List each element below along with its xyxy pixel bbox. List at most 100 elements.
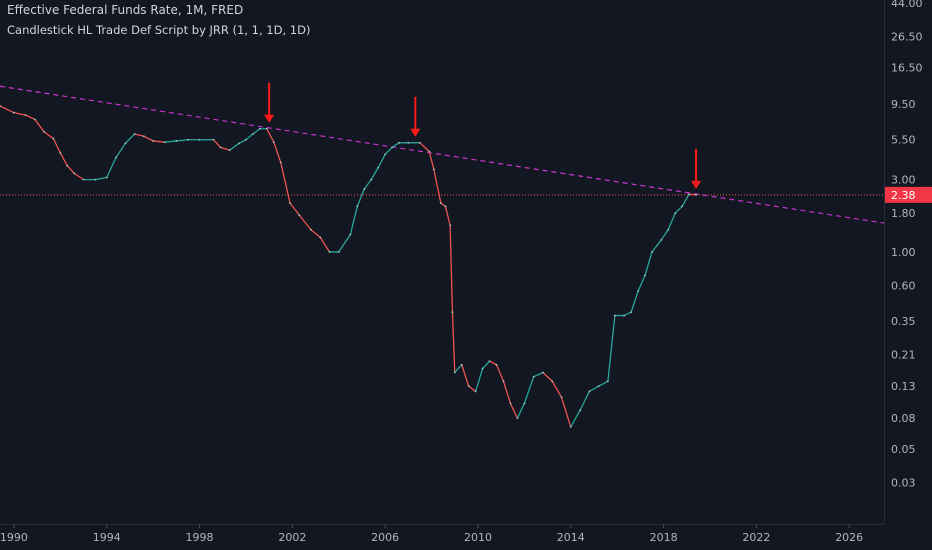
series-segment xyxy=(468,385,477,393)
data-point xyxy=(82,178,85,181)
series-segment xyxy=(461,364,470,387)
series-segment xyxy=(660,229,669,241)
series-segment xyxy=(24,114,36,120)
series-segment xyxy=(419,142,430,153)
price-tick-label: 3.00 xyxy=(891,174,916,187)
series-segment xyxy=(560,396,572,428)
data-point xyxy=(667,228,670,231)
data-point xyxy=(428,150,431,153)
price-tick-label: 0.03 xyxy=(891,477,916,490)
data-point xyxy=(523,402,526,405)
series-segment xyxy=(66,165,75,175)
series-segment xyxy=(488,360,498,366)
data-point xyxy=(328,251,331,253)
series-segment xyxy=(370,166,379,181)
time-tick-label: 2006 xyxy=(371,531,399,544)
series-segment xyxy=(623,311,632,317)
series-segment xyxy=(509,402,519,419)
data-point xyxy=(187,138,189,141)
data-point xyxy=(228,149,231,151)
price-tick-label: 0.60 xyxy=(891,280,916,293)
data-point xyxy=(105,176,108,179)
series-segment xyxy=(454,364,463,374)
price-tick-label: 5.50 xyxy=(891,134,916,147)
series-segment xyxy=(289,202,300,216)
series-segment xyxy=(152,140,166,143)
price-tick-label: 9.50 xyxy=(891,98,916,111)
data-point xyxy=(310,228,312,231)
series-segment xyxy=(338,234,352,253)
series-segment xyxy=(579,390,590,412)
annotation-arrow[interactable] xyxy=(264,82,275,123)
series-segment xyxy=(0,105,15,114)
indicator-legend[interactable]: Candlestick HL Trade Def Script by JRR (… xyxy=(7,23,311,37)
series-segment xyxy=(384,146,393,156)
series-segment xyxy=(551,380,563,398)
price-axis[interactable]: 44.00 26.50 16.50 9.50 5.50 3.00 1.80 1.00 0.60 0… xyxy=(885,0,932,490)
data-point xyxy=(695,193,697,196)
data-point xyxy=(272,141,275,144)
price-tick-label: 1.80 xyxy=(891,207,916,220)
series-segment xyxy=(124,133,136,145)
time-tick-label: 2002 xyxy=(278,531,306,544)
data-point xyxy=(13,111,15,114)
data-point xyxy=(198,138,201,141)
trend-line[interactable] xyxy=(0,85,885,224)
series-segment xyxy=(229,142,240,151)
series-segment xyxy=(607,314,616,382)
data-point xyxy=(59,152,62,154)
series-segment xyxy=(115,142,126,159)
data-point xyxy=(419,141,421,144)
series-segment xyxy=(266,128,275,143)
series-segment xyxy=(674,205,683,214)
series-segment xyxy=(319,236,331,253)
time-tick-label: 2010 xyxy=(464,531,492,544)
series-segment xyxy=(651,239,662,253)
data-point xyxy=(688,193,691,196)
data-point xyxy=(460,363,463,366)
price-tick-label: 0.21 xyxy=(891,349,916,362)
data-point xyxy=(551,380,554,383)
series-segment xyxy=(637,274,646,292)
price-tick-label: 1.00 xyxy=(891,246,916,259)
last-value-label: 2.38 xyxy=(891,189,916,202)
series-segment xyxy=(532,371,544,378)
annotation-arrow[interactable] xyxy=(410,96,421,137)
series-segment xyxy=(52,137,61,154)
data-point xyxy=(152,140,155,142)
data-point xyxy=(349,233,352,236)
series-segment xyxy=(542,371,553,382)
data-point xyxy=(613,314,616,317)
data-point xyxy=(681,205,684,208)
data-point xyxy=(66,164,69,167)
time-tick-label: 1994 xyxy=(93,531,121,544)
series-segment xyxy=(502,380,512,405)
series-segment xyxy=(310,229,321,238)
data-point xyxy=(142,135,145,138)
series-segment xyxy=(175,139,189,142)
series-segment xyxy=(349,205,358,236)
price-tick-label: 0.05 xyxy=(891,443,916,456)
annotation-arrow[interactable] xyxy=(691,148,702,189)
data-point xyxy=(474,390,477,393)
price-tick-label: 44.00 xyxy=(891,0,923,10)
series-segment xyxy=(356,188,365,207)
data-point xyxy=(319,236,322,239)
plot-area xyxy=(0,82,885,428)
series-segment xyxy=(451,311,456,374)
data-point xyxy=(606,380,609,383)
series-segment xyxy=(588,385,600,393)
series-segment xyxy=(280,161,291,204)
series-segment xyxy=(273,141,282,164)
data-point xyxy=(265,127,268,130)
time-axis[interactable]: 1990 1994 1998 2002 2006 2010 2014 2018 2022 2026 xyxy=(0,524,863,544)
series-segment xyxy=(391,142,400,148)
data-point xyxy=(175,140,178,142)
price-tick-label: 0.08 xyxy=(891,412,916,425)
data-point xyxy=(449,224,452,227)
series-segment xyxy=(516,402,526,419)
data-point xyxy=(569,425,572,428)
series-segment xyxy=(570,409,581,428)
series-segment xyxy=(523,376,535,405)
